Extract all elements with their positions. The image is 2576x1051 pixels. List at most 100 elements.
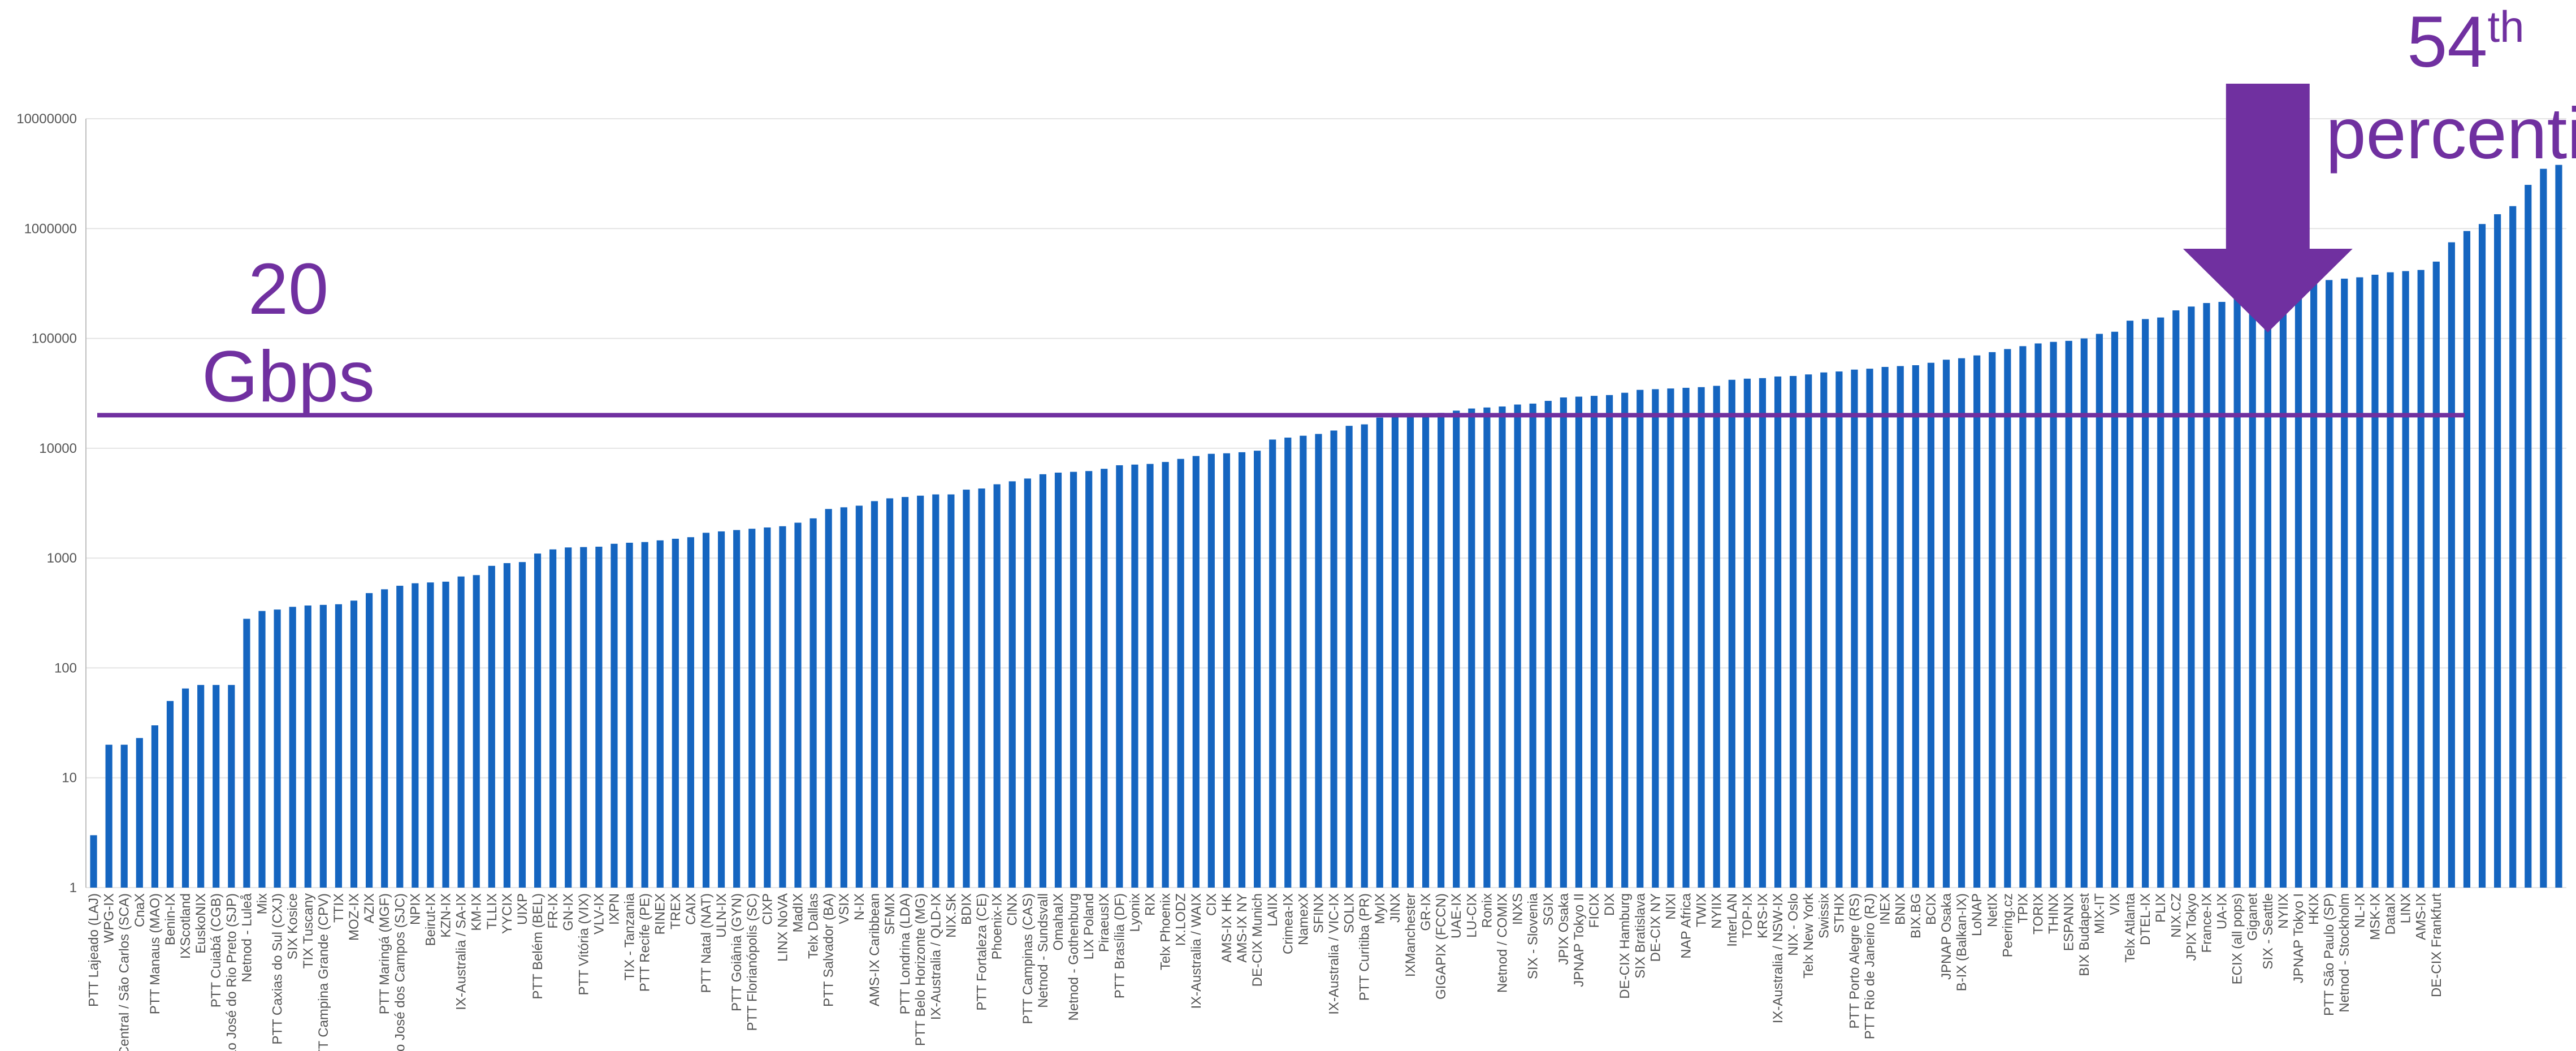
- bar: [993, 484, 1001, 888]
- bar: [748, 529, 756, 888]
- bar: [2172, 310, 2180, 888]
- bar: [2188, 306, 2195, 888]
- x-category-label: SFMIX: [882, 893, 898, 935]
- x-category-label: PTT Campinas (CAS): [1020, 893, 1036, 1024]
- x-category-label: INXS: [1510, 893, 1526, 925]
- x-category-label: WPG-IX: [102, 893, 117, 943]
- x-category-label: PTT Goiânia (GYN): [729, 893, 744, 1011]
- bar: [1621, 392, 1629, 888]
- bar: [304, 605, 311, 888]
- x-category-label: PTT Caxias do Sul (CXJ): [270, 893, 285, 1045]
- bar: [136, 738, 143, 888]
- bar: [2142, 319, 2149, 888]
- bar: [2157, 317, 2164, 888]
- percentile-label-word: percentile: [2326, 93, 2576, 174]
- x-category-label: KRS-IX: [1755, 893, 1770, 938]
- x-category-label: VSIX: [837, 893, 852, 924]
- bar: [840, 507, 847, 888]
- bar: [457, 576, 465, 888]
- x-category-label: YYCIX: [500, 893, 515, 934]
- bar: [2004, 349, 2011, 888]
- x-category-label: JPIX Tokyo: [2184, 893, 2199, 961]
- x-category-label: OmahaIX: [1051, 893, 1066, 950]
- x-category-label: PTT Belém (BEL): [530, 893, 545, 1000]
- bar: [1606, 395, 1613, 888]
- bar: [932, 494, 940, 888]
- y-tick-label: 100000: [32, 331, 77, 347]
- x-category-label: PLIX: [2153, 893, 2168, 923]
- x-category-label: DTEL-IX: [2138, 893, 2153, 945]
- bar: [1238, 452, 1246, 888]
- bar: [1835, 371, 1843, 888]
- bar: [2402, 271, 2409, 888]
- bar: [1866, 369, 1873, 888]
- bar: [1713, 386, 1720, 888]
- bar: [1590, 396, 1598, 888]
- x-category-label: CnaX: [132, 893, 148, 927]
- y-tick-label: 100: [54, 660, 77, 676]
- bar: [702, 533, 710, 888]
- x-category-label: Ronix: [1479, 893, 1495, 928]
- x-category-label: Telx Phoenix: [1158, 893, 1174, 970]
- x-category-label: Peering.cz: [2000, 893, 2015, 957]
- percentile-label-number: 54th: [2407, 2, 2524, 83]
- bar: [2111, 331, 2119, 888]
- bar: [1054, 472, 1062, 888]
- x-category-label: TTIX: [331, 893, 347, 923]
- bar: [1438, 413, 1445, 888]
- bar: [213, 685, 220, 888]
- bar: [381, 589, 388, 888]
- x-category-label: TLLIX: [484, 893, 500, 929]
- x-category-label: FICIX: [1587, 893, 1602, 928]
- x-category-label: NIX.SK: [943, 893, 959, 938]
- bar: [1483, 407, 1491, 888]
- bar: [1728, 379, 1735, 888]
- x-category-label: PTT Porto Alegre (RS): [1847, 893, 1862, 1029]
- threshold-label-unit: Gbps: [202, 336, 375, 417]
- bar: [2326, 280, 2333, 888]
- bar: [181, 688, 189, 888]
- bar: [2249, 292, 2256, 888]
- x-category-label: LAIIX: [1265, 893, 1280, 927]
- x-category-label: NYIIX: [1709, 893, 1725, 929]
- bar: [1881, 367, 1889, 888]
- bar: [2387, 272, 2394, 888]
- x-category-label: UA-IX: [2215, 893, 2230, 929]
- x-category-label: DE-CIX Frankfurt: [2429, 893, 2444, 997]
- x-category-label: Lyonix: [1127, 893, 1142, 932]
- x-category-label: DE-CIX NY: [1648, 893, 1663, 962]
- bar: [1391, 416, 1399, 888]
- x-category-label: NIXI: [1663, 893, 1678, 920]
- bar: [764, 527, 771, 888]
- bar: [794, 522, 802, 888]
- bar: [2279, 286, 2287, 888]
- x-category-label: INEX: [1878, 893, 1893, 925]
- bar: [2494, 214, 2501, 888]
- y-tick-label: 1: [70, 880, 77, 896]
- x-category-label: IXScotland: [178, 893, 193, 959]
- x-category-label: CIX: [1204, 893, 1219, 916]
- bar: [1529, 403, 1536, 888]
- x-category-label: IX-Australia / WAIX: [1189, 893, 1204, 1009]
- x-category-label: LoNAP: [1969, 893, 1985, 936]
- x-category-label: BNIX: [1893, 893, 1908, 925]
- bar: [947, 494, 955, 888]
- x-category-label: ECIX (all pops): [2230, 893, 2245, 984]
- x-category-label: PTT Fortaleza (CE): [975, 893, 990, 1011]
- x-category-label: NIX - Oslo: [1786, 893, 1801, 956]
- x-category-label: LINX NoVA: [775, 893, 790, 962]
- y-tick-label: 10000: [39, 441, 77, 456]
- bar: [2034, 343, 2042, 888]
- x-category-label: Netnod - Sundsvall: [1036, 893, 1051, 1008]
- bar: [488, 565, 495, 888]
- x-category-label: JPNAP Tokyo II: [1571, 893, 1587, 987]
- x-category-label: SOLIX: [1342, 893, 1357, 933]
- bar: [1805, 374, 1812, 888]
- x-category-label: ULN-IX: [714, 893, 729, 938]
- x-category-label: MyIX: [1373, 893, 1388, 924]
- x-category-label: MIX-IT: [2092, 893, 2107, 934]
- bar: [90, 835, 97, 888]
- bar: [335, 604, 343, 888]
- x-category-label: ESPANIX: [2062, 893, 2077, 951]
- percentile-arrow: [2183, 84, 2353, 332]
